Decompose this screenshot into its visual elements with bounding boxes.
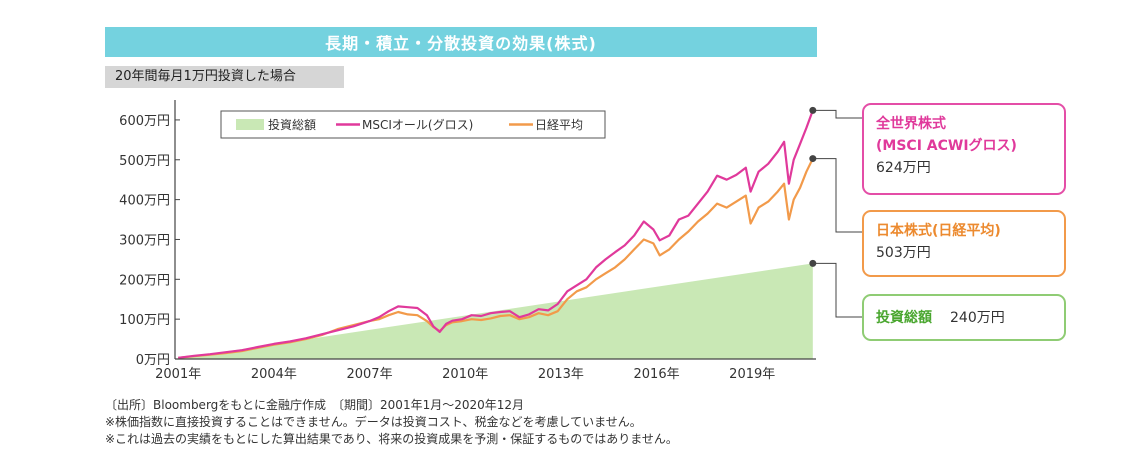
y-tick-label: 100万円	[119, 313, 170, 328]
callout-msci: 全世界株式 (MSCI ACWIグロス) 624万円	[862, 103, 1066, 195]
legend-label-msci: MSCIオール(グロス)	[362, 118, 473, 132]
marker-msci	[809, 106, 817, 114]
x-tick-label: 2001年	[155, 367, 201, 382]
chart-title: 長期・積立・分散投資の効果(株式)	[105, 27, 817, 57]
footnote-source: 〔出所〕Bloombergをもとに金融庁作成 〔期間〕2001年1月〜2020年…	[105, 398, 525, 412]
x-tick-label: 2013年	[538, 367, 584, 382]
x-tick-label: 2004年	[251, 367, 297, 382]
marker-total	[809, 259, 817, 267]
y-tick-label: 500万円	[119, 154, 170, 169]
legend-box	[220, 110, 606, 139]
footnote-disclaimer-1: ※株価指数に直接投資することはできません。データは投資コスト、税金などを考慮して…	[105, 415, 642, 429]
y-tick-label: 400万円	[119, 194, 170, 209]
x-tick-label: 2007年	[346, 367, 392, 382]
legend-label-total: 投資総額	[268, 117, 316, 132]
callout-nikkei: 日本株式(日経平均) 503万円	[862, 210, 1066, 277]
callout-msci-title-1: 全世界株式	[876, 116, 946, 132]
x-tick-label: 2010年	[442, 367, 488, 382]
callout-nikkei-title: 日本株式(日経平均)	[876, 223, 1001, 239]
callout-nikkei-value: 503万円	[876, 245, 931, 261]
y-tick-label: 300万円	[119, 233, 170, 248]
connector-total	[812, 262, 862, 318]
area-total-invested	[178, 263, 813, 359]
x-tick-label: 2019年	[729, 367, 775, 382]
y-tick-label: 200万円	[119, 273, 170, 288]
legend-swatch-total	[236, 119, 264, 130]
y-tick-label: 600万円	[119, 114, 170, 129]
marker-nikkei	[809, 155, 817, 163]
footnote-disclaimer-2: ※これは過去の実績をもとにした算出結果であり、将来の投資成果を予測・保証するもの…	[105, 432, 678, 446]
line-msci	[178, 110, 814, 359]
footnotes: 〔出所〕Bloombergをもとに金融庁作成 〔期間〕2001年1月〜2020年…	[105, 397, 678, 448]
y-tick-label: 0万円	[136, 353, 170, 368]
connector-nikkei	[812, 158, 862, 233]
callout-total-value: 240万円	[950, 309, 1005, 326]
callout-total-title: 投資総額	[876, 309, 932, 326]
callout-msci-value: 624万円	[876, 160, 931, 176]
chart-subtitle: 20年間毎月1万円投資した場合	[105, 66, 344, 88]
connector-msci	[812, 109, 862, 119]
legend-label-nikkei: 日経平均	[535, 118, 583, 132]
callout-msci-title-2: (MSCI ACWIグロス)	[876, 138, 1017, 154]
line-nikkei	[178, 158, 814, 359]
callout-total: 投資総額 240万円	[862, 294, 1066, 341]
x-tick-label: 2016年	[634, 367, 680, 382]
